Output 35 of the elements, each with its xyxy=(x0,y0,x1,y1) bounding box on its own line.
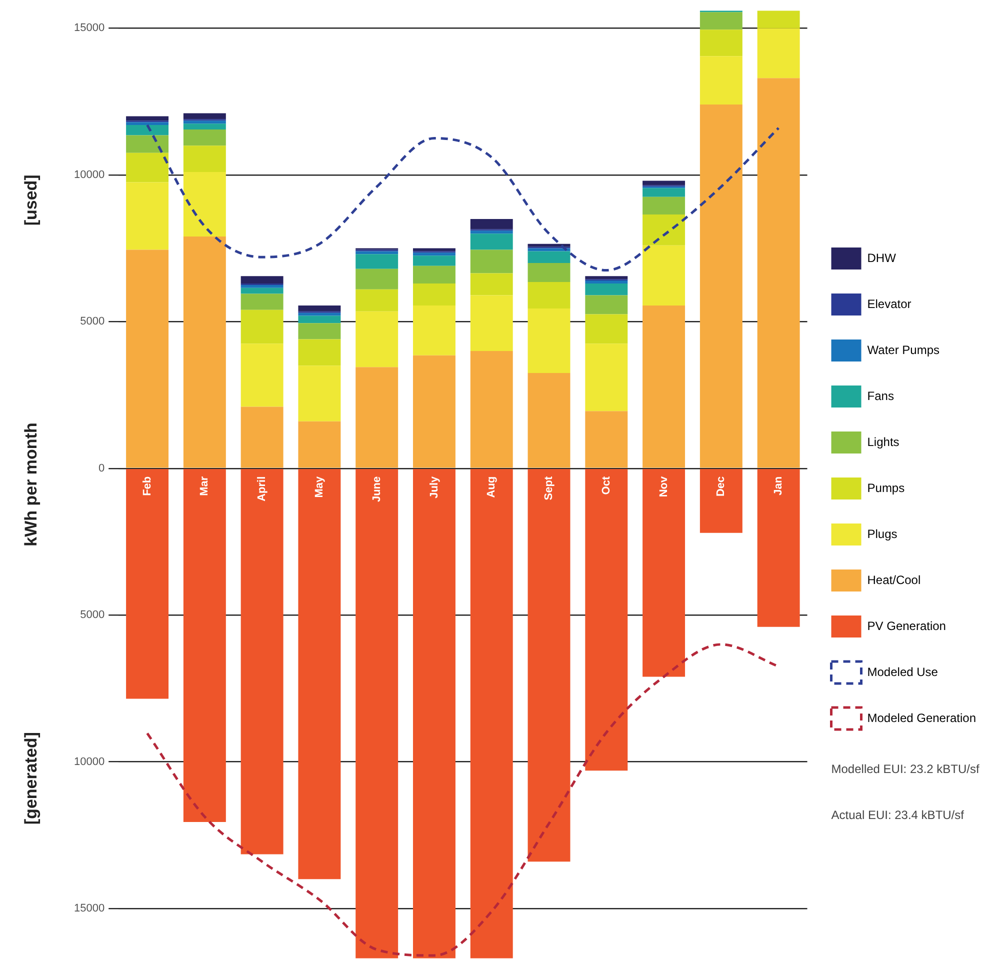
y-tick-label: 15000 xyxy=(74,22,105,34)
x-tick-label: Dec xyxy=(715,476,728,497)
y-tick-label: 0 xyxy=(98,462,105,474)
legend-label: Heat/Cool xyxy=(867,572,921,587)
x-tick-label: Sept xyxy=(543,476,556,500)
y-axis-title: kWh per month xyxy=(22,422,41,546)
y-tick-label: 5000 xyxy=(80,316,105,328)
legend-label: Plugs xyxy=(867,526,898,541)
legend-label: Lights xyxy=(867,434,900,449)
x-tick-label: Jan xyxy=(772,476,785,496)
text: [generated] xyxy=(22,732,41,825)
y-tick-label: 10000 xyxy=(74,756,105,768)
x-tick-label: June xyxy=(370,476,383,502)
legend-label: Elevator xyxy=(867,296,912,311)
legend-label: Modeled Generation xyxy=(867,710,976,725)
x-tick-label: April xyxy=(256,476,268,502)
y-tick-label: 5000 xyxy=(80,609,105,622)
text: Actual EUI: 23.4 kBTU/sf xyxy=(831,808,965,822)
legend-label: DHW xyxy=(867,250,897,265)
y-tick-label: 10000 xyxy=(74,168,105,181)
x-tick-label: May xyxy=(313,475,326,498)
legend-label: Fans xyxy=(867,388,894,403)
x-tick-label: Mar xyxy=(198,476,211,496)
legend-label: PV Generation xyxy=(867,618,946,633)
x-tick-label: July xyxy=(428,475,440,498)
x-tick-label: Aug xyxy=(486,476,498,498)
x-tick-label: Nov xyxy=(658,475,670,498)
x-tick-label: Feb xyxy=(141,476,154,496)
x-tick-label: Oct xyxy=(600,476,612,495)
legend-label: Pumps xyxy=(867,480,905,495)
text: Modelled EUI: 23.2 kBTU/sf xyxy=(831,762,980,776)
y-tick-label: 15000 xyxy=(74,902,105,915)
text: [used] xyxy=(22,174,41,226)
legend-label: Modeled Use xyxy=(867,664,938,679)
legend-label: Water Pumps xyxy=(867,342,940,357)
